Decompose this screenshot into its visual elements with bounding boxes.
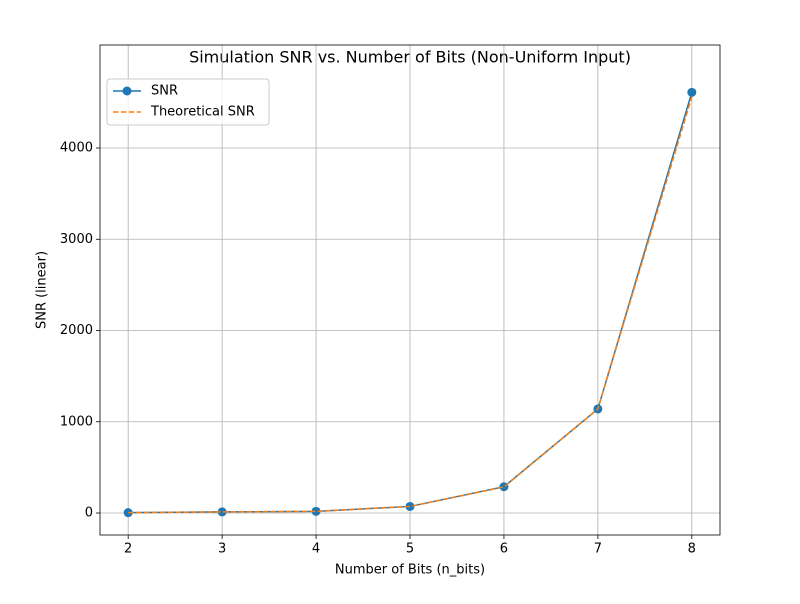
x-tick-label: 7 (594, 542, 602, 557)
x-tick-label: 3 (218, 542, 226, 557)
x-tick-label: 6 (500, 542, 508, 557)
data-point (217, 507, 227, 517)
data-point (311, 506, 321, 516)
y-tick-label: 3000 (60, 232, 93, 247)
x-tick-label: 4 (312, 542, 320, 557)
x-axis-label: Number of Bits (n_bits) (335, 563, 485, 578)
y-tick-label: 4000 (60, 141, 93, 156)
y-tick-label: 2000 (60, 323, 93, 338)
y-axis-label: SNR (linear) (35, 251, 50, 329)
y-tick-label: 1000 (60, 414, 93, 429)
plot-frame (99, 44, 721, 536)
legend-box (106, 78, 270, 126)
series-line (128, 96, 693, 514)
legend-label: Theoretical SNR (150, 105, 255, 120)
x-tick-label: 2 (124, 542, 132, 557)
legend-marker (122, 86, 132, 96)
y-tick-label: 0 (85, 506, 93, 521)
data-point (687, 87, 697, 97)
x-tick-label: 5 (406, 542, 414, 557)
legend-label: SNR (151, 84, 178, 99)
x-tick-label: 8 (688, 542, 696, 557)
